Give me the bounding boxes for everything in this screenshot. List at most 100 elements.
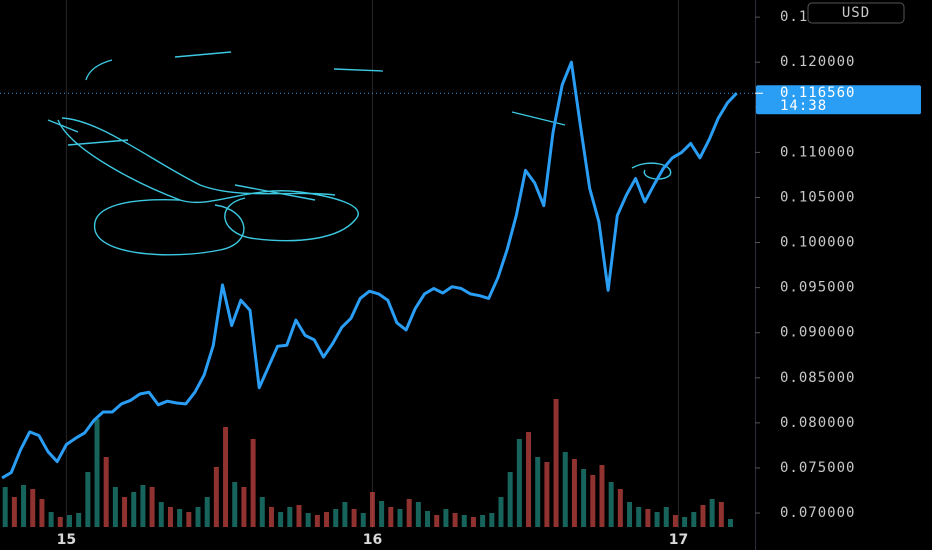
volume-bar (278, 512, 284, 527)
volume-bar (581, 469, 587, 527)
volume-bar (691, 512, 697, 527)
volume-bar (167, 507, 173, 527)
volume-bar (562, 452, 568, 527)
volume-bar (76, 513, 82, 527)
drawing-stroke (174, 51, 232, 58)
volume-bar (672, 515, 678, 527)
y-tick-label: 0.085000 (780, 370, 855, 386)
volume-bar (388, 507, 394, 527)
volume-bar (241, 487, 247, 527)
volume-bar (415, 502, 421, 527)
volume-bar (232, 482, 238, 527)
volume-bar (535, 457, 541, 527)
volume-bar (608, 482, 614, 527)
volume-bar (617, 489, 623, 527)
volume-bar (489, 513, 495, 527)
volume-bar (718, 502, 724, 527)
y-tick-label: 0.120000 (780, 54, 855, 70)
volume-bar (443, 509, 449, 527)
volume-bar (480, 515, 486, 527)
volume-bar (122, 497, 128, 527)
volume-bar (369, 492, 375, 527)
volume-bar (94, 419, 100, 527)
x-tick-label: 16 (363, 532, 382, 548)
volume-bar (516, 439, 522, 527)
volume-bar (498, 497, 504, 527)
volume-bar (213, 467, 219, 527)
drawing-stroke (333, 68, 384, 72)
volume-bar (599, 465, 605, 527)
volume-bar (333, 509, 339, 527)
volume-bar (158, 502, 164, 527)
y-tick-label: 0.095000 (780, 280, 855, 296)
volume-bar (195, 507, 201, 527)
volume-bar (342, 502, 348, 527)
volume-bar (66, 515, 72, 527)
volume-bar (507, 472, 513, 527)
y-tick-label: 0.105000 (780, 189, 855, 205)
volume-bar (571, 459, 577, 527)
volume-bar (268, 507, 274, 527)
volume-bar (30, 489, 36, 527)
drawing-stroke (234, 184, 316, 201)
volume-bar (57, 517, 63, 527)
volume-bar (590, 475, 596, 527)
y-tick-label: 0.075000 (780, 460, 855, 476)
volume-bar (296, 505, 302, 527)
drawing-stroke (57, 119, 359, 242)
volume-bar (461, 515, 467, 527)
volume-bar (728, 519, 734, 527)
volume-bar (223, 427, 229, 527)
volume-bar (305, 513, 311, 527)
volume-bar (544, 462, 550, 527)
y-tick-label: 0.110000 (780, 144, 855, 160)
volume-bar (434, 515, 440, 527)
volume-bar (177, 509, 183, 527)
x-tick-label: 15 (57, 532, 76, 548)
volume-bar (709, 499, 715, 527)
volume-bar (112, 487, 118, 527)
volume-bar (85, 472, 91, 527)
currency-box (807, 2, 905, 24)
volume-bar (259, 497, 265, 527)
volume-bar (140, 485, 146, 527)
volume-bar (397, 509, 403, 527)
volume-bar (526, 432, 532, 527)
volume-bar (654, 512, 660, 527)
volume-bar (627, 502, 633, 527)
freehand-drawings (47, 51, 672, 256)
last-price-label: 0.116560 (780, 85, 855, 101)
volume-bar (314, 515, 320, 527)
volume-bar (470, 517, 476, 527)
volume-bar (131, 492, 137, 527)
volume-bar (425, 511, 431, 527)
volume-bar (186, 512, 192, 527)
drawing-stroke (67, 139, 129, 146)
volume-bar (324, 512, 330, 527)
y-tick-label: 0.070000 (780, 505, 855, 521)
volume-bar (700, 505, 706, 527)
volume-bar (39, 499, 45, 527)
volume-bar (11, 497, 17, 527)
volume-bar (149, 487, 155, 527)
volume-bar (663, 507, 669, 527)
volume-bar (48, 512, 54, 527)
volume-bar (250, 439, 256, 527)
currency-label: USD (842, 5, 870, 21)
volume-bar (204, 497, 210, 527)
volume-bar (21, 485, 27, 527)
volume-bar (351, 509, 357, 527)
volume-bar (287, 507, 293, 527)
volume-bar (2, 487, 8, 527)
y-tick-label: 0.080000 (780, 415, 855, 431)
volume-bar (406, 499, 412, 527)
volume-bar (103, 457, 109, 527)
y-tick-label: 0.100000 (780, 235, 855, 251)
last-price-box (756, 85, 921, 115)
drawing-stroke (94, 198, 245, 256)
volume-bar (379, 501, 385, 527)
volume-bar (636, 507, 642, 527)
x-tick-label: 17 (669, 532, 688, 548)
countdown-label: 14:38 (780, 98, 827, 114)
